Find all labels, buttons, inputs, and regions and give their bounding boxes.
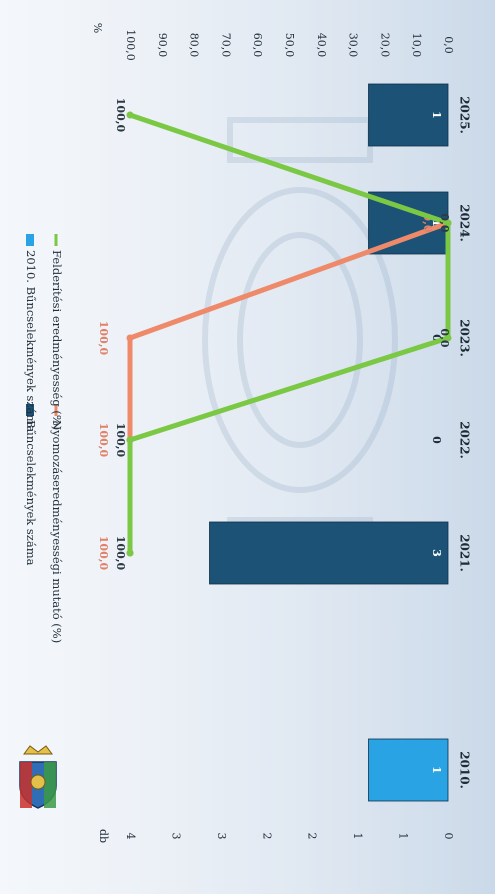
left-axis-tick: 2 — [306, 833, 319, 840]
bar — [368, 738, 449, 802]
line-value-label: 0,0 — [438, 328, 451, 347]
right-axis-tick: 100,0 — [124, 29, 137, 61]
category-label: 2024. — [458, 204, 472, 242]
right-axis-tick: 70,0 — [219, 33, 232, 58]
bar-value-label: 1 — [430, 766, 443, 774]
right-axis-label: % — [91, 23, 104, 33]
police-emblem — [19, 745, 57, 809]
category-label: 2022. — [458, 421, 472, 459]
left-axis-tick: 3 — [169, 833, 182, 840]
left-axis-tick: 1 — [397, 833, 410, 840]
line-value-label: 100,0 — [97, 423, 110, 458]
right-axis-tick: 90,0 — [156, 33, 169, 58]
series-point — [126, 436, 134, 444]
left-axis-tick: 0 — [442, 833, 455, 840]
legend-bar-swatch — [26, 234, 34, 246]
right-axis-tick: 60,0 — [251, 33, 264, 58]
series-point — [444, 219, 452, 227]
category-label: 2010. — [458, 751, 472, 789]
category-label: 2023. — [458, 319, 472, 357]
left-axis-label: db — [97, 829, 110, 843]
plot-area: 01122334db0,010,020,030,040,050,060,070,… — [24, 23, 472, 843]
line-value-label: 100,0 — [97, 536, 110, 571]
left-axis-tick: 1 — [351, 833, 364, 840]
line-value-label: 100,0 — [114, 98, 127, 133]
left-axis-tick: 4 — [124, 833, 137, 840]
legend-label: Nyomozáseredményességi mutató (%) — [50, 420, 64, 643]
line-value-label: 0,0 — [438, 213, 451, 232]
right-axis-tick: 50,0 — [283, 33, 296, 58]
left-axis-tick: 3 — [215, 833, 228, 840]
right-axis-tick: 20,0 — [378, 33, 391, 58]
series-point — [126, 549, 134, 557]
legend-label: 2010. Bűncselekmények száma — [24, 250, 38, 432]
legend-line-swatch — [54, 234, 58, 246]
legend-line-swatch — [54, 404, 58, 416]
bar-value-label: 1 — [430, 111, 443, 119]
bar-value-label: 0 — [430, 334, 443, 342]
series-point — [126, 111, 134, 119]
right-axis-tick: 30,0 — [347, 33, 360, 58]
line-value-label: 100,0 — [114, 536, 127, 571]
bar — [368, 83, 449, 147]
category-label: 2025. — [458, 96, 472, 134]
line-value-label: 100,0 — [114, 423, 127, 458]
series-point — [444, 334, 452, 342]
series-point — [126, 334, 134, 342]
line-value-label: 100,0 — [97, 321, 110, 356]
right-axis-tick: 0,0 — [442, 36, 455, 54]
bar — [209, 521, 449, 585]
right-axis-tick: 80,0 — [188, 33, 201, 58]
right-axis-tick: 10,0 — [410, 33, 423, 58]
bar-value-label: 1 — [430, 219, 443, 227]
bar-value-label: 0 — [430, 436, 443, 444]
bar-value-label: 3 — [430, 549, 443, 557]
right-axis-tick: 40,0 — [315, 33, 328, 58]
legend-label: Bűncselekmények száma — [24, 420, 38, 566]
left-axis-tick: 2 — [260, 833, 273, 840]
legend-label: Felderítési eredményesség (%) — [50, 250, 64, 430]
category-label: 2021. — [458, 534, 472, 572]
legend-bar-swatch — [26, 404, 34, 416]
